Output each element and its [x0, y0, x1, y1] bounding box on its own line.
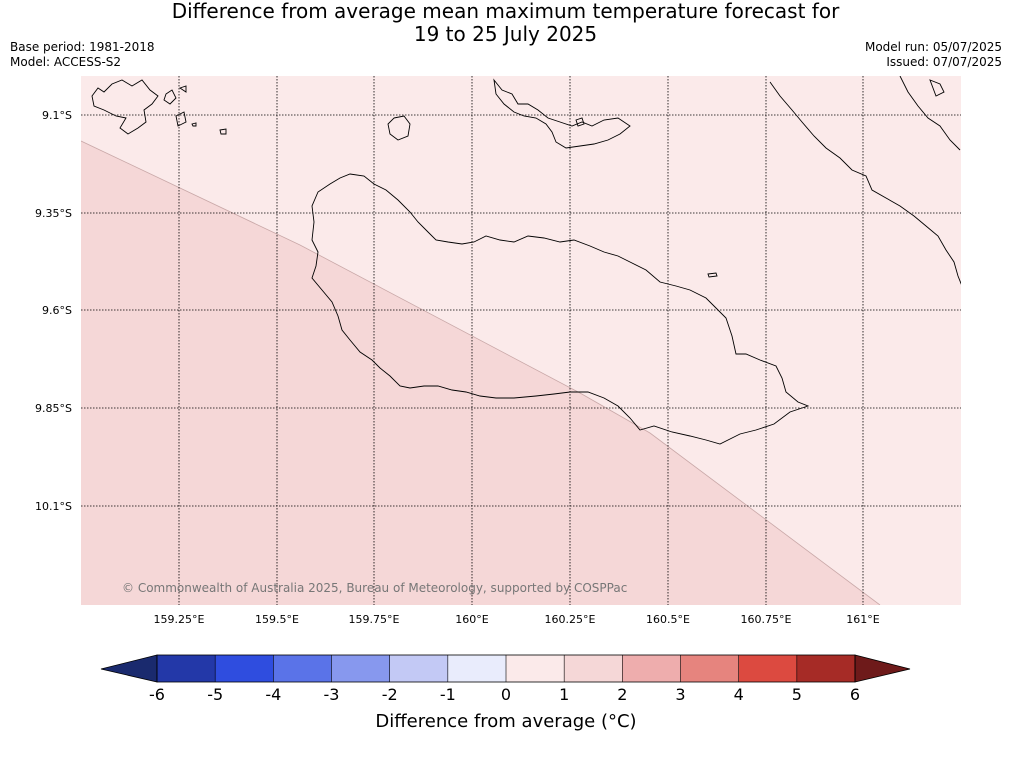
lat-label: 10.1°S — [35, 500, 72, 513]
islet-west — [219, 128, 227, 135]
lon-label: 160°E — [455, 613, 488, 626]
guadalcanal-coastline — [311, 173, 810, 445]
colorbar-tick-label: -5 — [207, 685, 223, 704]
colorbar-bin — [273, 655, 332, 682]
colorbar-bin — [157, 655, 216, 682]
lat-label: 9.35°S — [35, 207, 72, 220]
region-1-to-2 — [81, 141, 880, 605]
lon-label: 160.25°E — [545, 613, 596, 626]
colorbar-tick-label: 2 — [617, 685, 627, 704]
colorbar-tick-label: 1 — [559, 685, 569, 704]
lon-label: 159.25°E — [154, 613, 205, 626]
colorbar-bin — [738, 655, 798, 682]
base-period-label: Base period: 1981-2018 — [10, 40, 155, 54]
colorbar-bin — [680, 655, 739, 682]
lon-label: 160.5°E — [646, 613, 690, 626]
colorbar-tick-label: -2 — [382, 685, 398, 704]
map-panel: © Commonwealth of Australia 2025, Bureau… — [81, 76, 961, 605]
colorbar-bin — [447, 655, 507, 682]
lat-label: 9.85°S — [35, 402, 72, 415]
lon-label: 159.75°E — [349, 613, 400, 626]
lat-label: 9.1°S — [42, 109, 72, 122]
issued-label: Issued: 07/07/2025 — [886, 55, 1002, 69]
colorbar-under-arrow — [100, 654, 158, 683]
russell-islets — [163, 85, 187, 127]
category-boundary — [81, 140, 881, 605]
malaita-north — [899, 76, 961, 151]
colorbar-tick-label: -6 — [149, 685, 165, 704]
colorbar: -6 -5 -4 -3 -2 -1 0 1 2 3 4 5 6 Difference from aver… — [100, 654, 911, 732]
colorbar-tick-label: 3 — [675, 685, 685, 704]
colorbar-bin — [564, 655, 623, 682]
model-label: Model: ACCESS-S2 — [10, 55, 122, 69]
colorbar-bin — [796, 655, 856, 682]
colorbar-bin — [389, 655, 449, 682]
longitude-labels: 159.25°E 159.5°E 159.75°E 160°E 160.25°E… — [154, 613, 880, 626]
colorbar-tick-label: -1 — [440, 685, 456, 704]
model-run-label: Model run: 05/07/2025 — [864, 40, 1002, 54]
copyright-credit: © Commonwealth of Australia 2025, Bureau… — [122, 581, 627, 595]
colorbar-bin — [331, 655, 390, 682]
chart-title-line-2: 19 to 25 July 2025 — [413, 22, 598, 46]
russell-islands — [91, 79, 159, 135]
colorbar-bin — [215, 655, 274, 682]
malaita-tip — [929, 79, 945, 97]
colorbar-tick-label: 4 — [734, 685, 744, 704]
colorbar-tick-label: 0 — [501, 685, 511, 704]
colorbar-over-arrow — [854, 654, 911, 683]
colorbar-bin — [622, 655, 681, 682]
lon-label: 159.5°E — [255, 613, 299, 626]
colorbar-bin — [506, 655, 565, 682]
colorbar-label: Difference from average (°C) — [375, 711, 636, 732]
gridlines — [81, 76, 961, 605]
latitude-labels: 9.1°S 9.35°S 9.6°S 9.85°S 10.1°S — [35, 109, 72, 513]
lat-label: 9.6°S — [42, 304, 72, 317]
colorbar-tick-label: -3 — [324, 685, 340, 704]
malaita-coastline — [769, 81, 961, 285]
colorbar-tick-label: 6 — [850, 685, 860, 704]
islet-east — [707, 272, 718, 278]
florida-islands — [493, 78, 631, 149]
lon-label: 160.75°E — [741, 613, 792, 626]
coastlines — [91, 76, 961, 445]
lon-label: 161°E — [846, 613, 879, 626]
island-small — [387, 115, 411, 141]
islet-sw-of-north — [191, 122, 197, 127]
chart-title-line-1: Difference from average mean maximum tem… — [171, 0, 840, 23]
colorbar-tick-label: 5 — [792, 685, 802, 704]
florida-islet — [575, 117, 585, 127]
colorbar-tick-label: -4 — [265, 685, 281, 704]
